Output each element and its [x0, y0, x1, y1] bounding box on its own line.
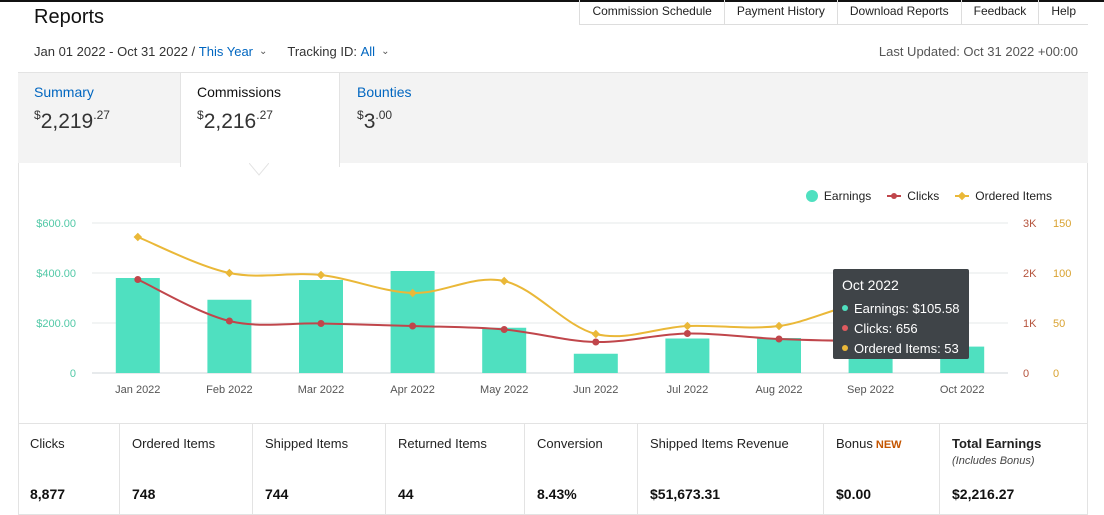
feedback-link[interactable]: Feedback: [960, 0, 1039, 25]
new-badge: NEW: [875, 439, 902, 451]
date-preset-dropdown[interactable]: This Year: [198, 44, 253, 59]
active-tab-caret-icon: [249, 163, 269, 176]
stat-bonus: Bonus NEW $0.00: [824, 424, 940, 515]
tooltip-ordered-row: Ordered Items: 53: [842, 339, 960, 359]
tab-bounties-label: Bounties: [357, 84, 412, 100]
chart-legend: Earnings Clicks Ordered Items: [805, 189, 1052, 203]
stat-ordered-items: Ordered Items 748: [120, 424, 253, 515]
tooltip-title: Oct 2022: [842, 277, 899, 293]
tooltip-clicks-row: Clicks: 656: [842, 319, 960, 339]
tab-commissions-value: $2,216.27: [197, 108, 273, 133]
legend-earnings[interactable]: Earnings: [805, 189, 871, 203]
last-updated-text: Last Updated: Oct 31 2022 +00:00: [878, 44, 1078, 59]
tab-commissions-label: Commissions: [197, 84, 282, 100]
tab-summary[interactable]: Summary $2,219.27: [18, 73, 180, 164]
stat-conversion: Conversion 8.43%: [525, 424, 638, 515]
stat-clicks: Clicks 8,877: [18, 424, 120, 515]
tab-summary-value: $2,219.27: [34, 108, 110, 133]
stat-total-earnings: Total Earnings (Includes Bonus) $2,216.2…: [952, 436, 1042, 502]
ordered-items-line-icon: [955, 191, 970, 201]
chart-tooltip: Oct 2022 Earnings: $105.58 Clicks: 656 O…: [833, 269, 969, 359]
legend-ordered-items[interactable]: Ordered Items: [955, 189, 1052, 203]
tracking-id-dropdown[interactable]: All: [360, 44, 376, 59]
legend-clicks[interactable]: Clicks: [887, 189, 939, 203]
commission-schedule-link[interactable]: Commission Schedule: [579, 0, 724, 25]
earnings-dot-icon: [805, 190, 818, 202]
tab-summary-label: Summary: [34, 84, 94, 100]
chevron-down-icon[interactable]: ⌄: [381, 46, 390, 57]
stat-shipped-items: Shipped Items 744: [253, 424, 386, 515]
tracking-id-label: Tracking ID:: [287, 44, 357, 59]
top-links-bar: Commission Schedule Payment History Down…: [579, 0, 1088, 25]
tab-bounties-value: $3.00: [357, 108, 393, 133]
date-range-text: Jan 01 2022 - Oct 31 2022 /: [34, 44, 196, 59]
help-link[interactable]: Help: [1038, 0, 1088, 25]
payment-history-link[interactable]: Payment History: [723, 0, 837, 25]
top-border: [0, 0, 1104, 2]
tooltip-earnings-row: Earnings: $105.58: [842, 299, 960, 319]
chevron-down-icon[interactable]: ⌄: [259, 46, 268, 57]
clicks-line-icon: [887, 193, 902, 199]
stat-returned-items: Returned Items 44: [386, 424, 525, 515]
report-tabs: Summary $2,219.27 Commissions $2,216.27 …: [18, 72, 1088, 167]
tab-bounties[interactable]: Bounties $3.00: [341, 73, 491, 164]
filters-row: Jan 01 2022 - Oct 31 2022 / This Year ⌄ …: [34, 44, 389, 59]
stats-bar: Clicks 8,877 Ordered Items 748 Shipped I…: [18, 423, 1088, 515]
download-reports-link[interactable]: Download Reports: [836, 0, 961, 25]
tab-commissions[interactable]: Commissions $2,216.27: [180, 73, 340, 167]
page-title: Reports: [34, 6, 105, 28]
chart-area: Earnings Clicks Ordered Items: [18, 163, 1088, 421]
stat-shipped-items-revenue: Shipped Items Revenue $51,673.31: [638, 424, 824, 515]
